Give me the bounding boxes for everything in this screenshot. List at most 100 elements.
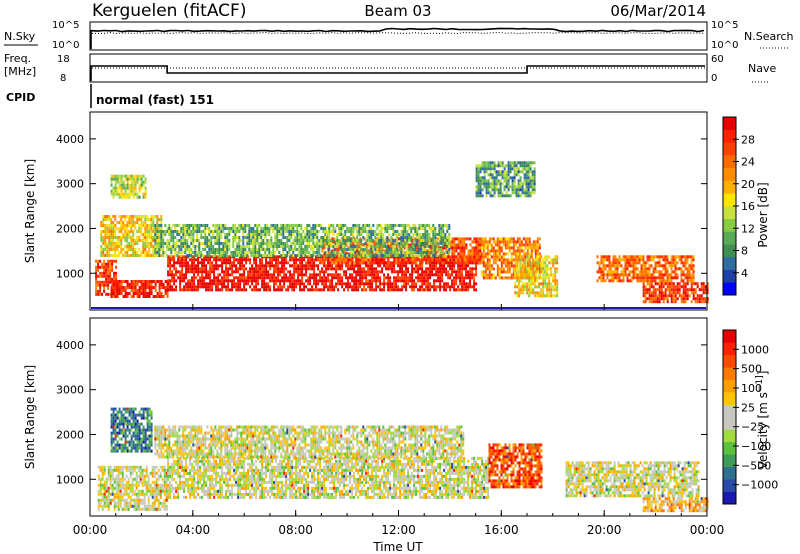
echo-cell (150, 280, 153, 283)
echo-cell (203, 267, 206, 271)
echo-cell (429, 273, 432, 277)
echo-cell (124, 233, 127, 236)
echo-cell (263, 273, 266, 277)
echo-cell (263, 270, 266, 274)
echo-cell (554, 285, 557, 289)
echo-cell (301, 264, 304, 268)
echo-cell (214, 230, 217, 233)
echo-cell (110, 295, 113, 298)
echo-cell (152, 254, 155, 257)
echo-cell (451, 243, 454, 247)
echo-cell (294, 248, 297, 251)
echo-cell (463, 261, 466, 265)
echo-cell (197, 267, 200, 271)
echo-cell (235, 282, 238, 286)
echo-cell (504, 243, 507, 247)
echo-cell (366, 236, 369, 239)
echo-cell (169, 255, 172, 259)
echo-cell (406, 224, 409, 227)
echo-cell (179, 273, 182, 277)
echo-cell (431, 270, 434, 274)
echo-cell (680, 285, 683, 289)
echo-cell (350, 251, 353, 254)
echo-cell (376, 233, 379, 236)
echo-cell (218, 236, 221, 239)
echo-cell (221, 267, 224, 271)
echo-cell (662, 273, 665, 277)
echo-cell (311, 267, 314, 271)
echo-cell (362, 254, 365, 257)
echo-cell (532, 258, 535, 262)
echo-cell (185, 267, 188, 271)
echo-cell (341, 267, 344, 271)
echo-cell (682, 291, 685, 295)
echo-cell (660, 288, 663, 292)
echo-cell (442, 242, 445, 245)
echo-cell (319, 258, 322, 262)
echo-cell (660, 270, 663, 274)
echo-cell (160, 215, 163, 218)
echo-cell (102, 236, 105, 239)
echo-cell (384, 227, 387, 230)
echo-cell (459, 288, 462, 292)
echo-cell (158, 227, 161, 230)
echo-cell (146, 227, 149, 230)
echo-cell (473, 276, 476, 280)
echo-cell (445, 285, 448, 289)
echo-cell (108, 236, 111, 239)
echo-cell (395, 261, 398, 265)
echo-cell (357, 264, 360, 268)
echo-cell (375, 282, 378, 286)
echo-cell (173, 288, 176, 292)
echo-cell (158, 248, 161, 251)
echo-cell (498, 267, 501, 271)
echo-cell (152, 248, 155, 251)
echo-cell (480, 258, 483, 262)
echo-cell (255, 279, 258, 283)
echo-cell (249, 270, 252, 274)
echo-cell (393, 276, 396, 280)
echo-cell (220, 242, 223, 245)
echo-cell (401, 285, 404, 289)
echo-cell (451, 249, 454, 253)
nsky-tick-right-top: 10^5 (711, 20, 738, 31)
echo-cell (369, 261, 372, 265)
echo-cell (259, 267, 262, 271)
echo-cell (144, 230, 147, 233)
echo-cell (270, 224, 273, 227)
echo-cell (504, 261, 507, 265)
echo-cell (279, 270, 282, 274)
echo-cell (235, 285, 238, 289)
echo-cell (333, 276, 336, 280)
echo-cell (222, 224, 225, 227)
echo-cell (263, 267, 266, 271)
echo-cell (528, 252, 531, 256)
echo-cell (182, 242, 185, 245)
echo-cell (105, 283, 108, 287)
echo-cell (461, 237, 464, 241)
echo-cell (144, 180, 147, 184)
echo-cell (186, 248, 189, 251)
echo-cell (238, 227, 241, 230)
echo-cell (524, 246, 527, 250)
echo-cell (646, 261, 649, 265)
echo-cell (235, 270, 238, 274)
echo-cell (316, 224, 319, 227)
echo-cell (405, 264, 408, 268)
echo-cell (124, 239, 127, 242)
echo-cell (175, 273, 178, 277)
echo-cell (371, 267, 374, 271)
echo-cell (618, 255, 621, 259)
echo-cell (520, 264, 523, 268)
echo-cell (666, 282, 669, 286)
echo-cell (132, 195, 135, 199)
echo-cell (112, 248, 115, 251)
echo-cell (316, 254, 319, 257)
echo-cell (442, 230, 445, 233)
echo-cell (108, 242, 111, 245)
echo-cell (554, 255, 557, 259)
echo-cell (274, 236, 277, 239)
echo-cell (397, 261, 400, 265)
echo-cell (197, 288, 200, 292)
echo-cell (312, 248, 315, 251)
